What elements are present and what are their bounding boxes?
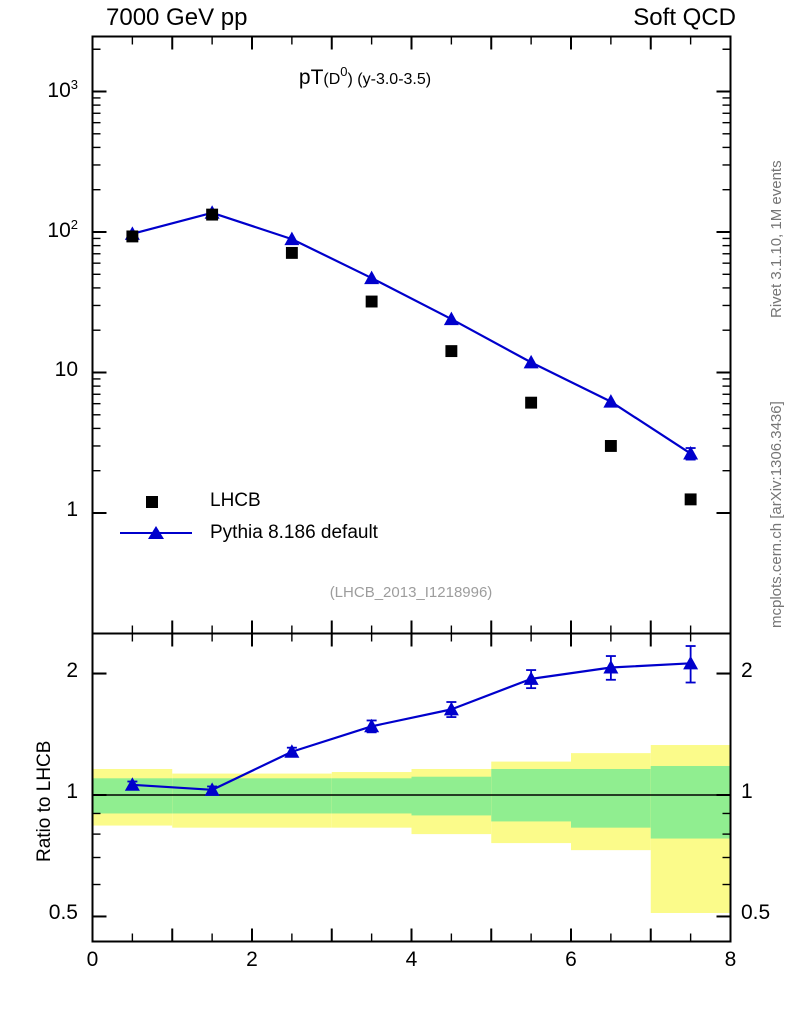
legend-label-pythia: Pythia 8.186 default <box>210 522 378 543</box>
x-tick-4: 4 <box>405 948 418 971</box>
main-y-tick-102: 102 <box>47 217 78 242</box>
ratio-y-tick-left-1: 1 <box>66 780 78 803</box>
main-plot-panel <box>91 35 732 635</box>
legend-item-lhcb: LHCB <box>118 488 378 514</box>
plot-title-var: pT <box>298 66 324 89</box>
plot-title-paren: ) <box>347 71 353 88</box>
plot-title-range: (y-3.0-3.5) <box>352 71 432 88</box>
plot-title: pT(D0) (y-3.0-3.5) <box>0 64 730 90</box>
legend-marker-square <box>118 490 194 512</box>
main-axis-ticks <box>91 36 732 634</box>
ratio-y-tick-right-1: 1 <box>741 780 753 803</box>
plot-title-charge: 0 <box>340 64 348 79</box>
ratio-axis-ticks <box>91 633 732 942</box>
beam-energy-label: 7000 GeV pp <box>106 4 248 31</box>
ratio-y-tick-left-0.5: 0.5 <box>48 901 78 925</box>
mc-marker <box>523 354 539 369</box>
ratio-marker <box>523 671 539 685</box>
x-tick-6: 6 <box>565 948 577 971</box>
data-marker <box>365 295 378 308</box>
ratio-marker <box>364 718 380 733</box>
data-marker <box>285 246 298 259</box>
ratio-plot-panel <box>91 633 732 943</box>
process-label: Soft QCD <box>633 4 736 31</box>
ratio-marker <box>124 777 140 791</box>
data-marker <box>206 208 219 221</box>
mc-marker <box>443 311 459 326</box>
data-marker <box>445 345 458 358</box>
main-y-tick-103: 103 <box>47 76 78 102</box>
uncertainty-bands <box>92 745 731 913</box>
inner-band-bin <box>331 778 412 814</box>
inner-band-bin <box>252 778 332 814</box>
mc-markers-main <box>124 205 699 461</box>
mc-marker <box>603 394 619 408</box>
ratio-marker <box>284 744 300 758</box>
inner-band-bin <box>411 776 492 816</box>
ratio-marker <box>683 655 699 670</box>
data-marker <box>684 493 697 506</box>
ratio-y-tick-right-0.5: 0.5 <box>741 901 771 925</box>
ratio-y-axis-title: Ratio to LHCB <box>34 740 55 862</box>
ratio-y-tick-right-2: 2 <box>741 658 753 682</box>
ratio-y-tick-left-2: 2 <box>66 658 78 682</box>
plot-title-particle: (D <box>323 71 341 88</box>
x-tick-2: 2 <box>246 948 258 971</box>
mc-curve-main <box>132 211 692 455</box>
mc-marker <box>364 270 380 285</box>
legend-item-pythia: Pythia 8.186 default <box>118 520 378 546</box>
x-tick-0: 0 <box>86 948 99 971</box>
data-marker <box>126 230 139 243</box>
mc-marker <box>284 231 300 246</box>
legend-label-lhcb: LHCB <box>210 490 261 511</box>
inner-band-bin <box>571 768 651 828</box>
inner-band-bin <box>650 765 731 839</box>
legend: LHCB Pythia 8.186 default <box>118 488 378 552</box>
main-y-tick-10: 10 <box>54 357 78 381</box>
legend-marker-line-triangle <box>118 522 194 544</box>
main-y-tick-1: 1 <box>66 498 78 521</box>
mc-markers-ratio <box>124 655 699 796</box>
data-marker <box>525 396 538 409</box>
data-markers-main <box>126 208 697 506</box>
data-marker <box>604 440 617 452</box>
mc-curve-ratio <box>132 662 691 791</box>
x-tick-8: 8 <box>724 948 737 971</box>
ratio-marker <box>204 782 220 796</box>
ratio-marker <box>603 660 619 674</box>
ratio-marker <box>443 701 459 716</box>
analysis-id-watermark: (LHCB_2013_I1218996) <box>329 584 493 601</box>
